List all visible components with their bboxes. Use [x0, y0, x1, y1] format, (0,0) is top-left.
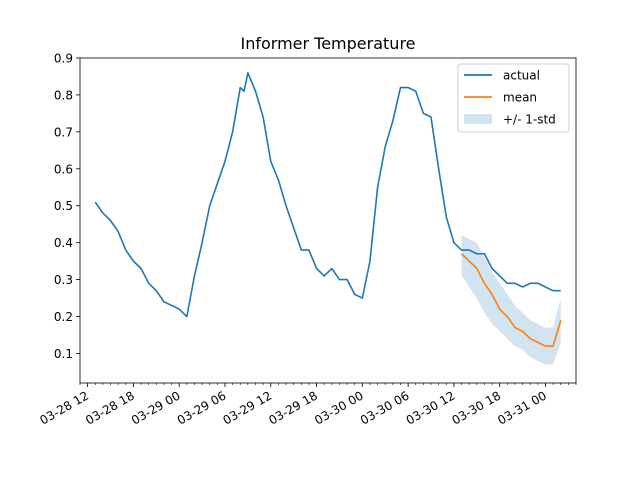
- x-tick-label: 03-28 18: [83, 388, 137, 427]
- y-tick-label: 0.1: [54, 347, 73, 361]
- legend-swatch-band: [464, 114, 492, 124]
- y-tick-label: 0.4: [54, 236, 73, 250]
- legend-label: mean: [503, 91, 537, 105]
- series-line-actual: [94, 71, 561, 318]
- x-tick-label: 03-31 00: [495, 388, 549, 427]
- y-tick-label: 0.6: [54, 162, 73, 176]
- series-line-mean: [460, 253, 562, 347]
- chart-title: Informer Temperature: [240, 34, 415, 53]
- plot-frame: [79, 57, 577, 384]
- y-tick-label: 0.9: [54, 52, 73, 66]
- x-tick-label: 03-30 00: [312, 388, 366, 427]
- legend: actual mean +/- 1-std: [457, 63, 570, 133]
- plot-area: [94, 71, 562, 365]
- x-tick-label: 03-30 18: [449, 388, 503, 427]
- std-band: [461, 235, 561, 365]
- x-tick-label: 03-30 06: [358, 388, 412, 427]
- y-tick-label: 0.5: [54, 199, 73, 213]
- y-tick-label: 0.8: [54, 88, 73, 102]
- legend-box: [457, 63, 570, 133]
- x-tick-label: 03-30 12: [404, 388, 458, 427]
- y-axis: 0.1 0.2 0.3 0.4 0.5 0.6 0.7 0.8 0.9: [54, 52, 80, 361]
- y-tick-label: 0.3: [54, 273, 73, 287]
- x-tick-label: 03-28 12: [37, 388, 91, 427]
- y-tick-label: 0.2: [54, 310, 73, 324]
- x-tick-label: 03-29 18: [266, 388, 320, 427]
- x-tick-label: 03-29 12: [221, 388, 275, 427]
- x-tick-label: 03-29 00: [129, 388, 183, 427]
- legend-label: +/- 1-std: [503, 113, 556, 127]
- x-tick-label: 03-29 06: [175, 388, 229, 427]
- y-tick-label: 0.7: [54, 125, 73, 139]
- legend-label: actual: [503, 69, 540, 83]
